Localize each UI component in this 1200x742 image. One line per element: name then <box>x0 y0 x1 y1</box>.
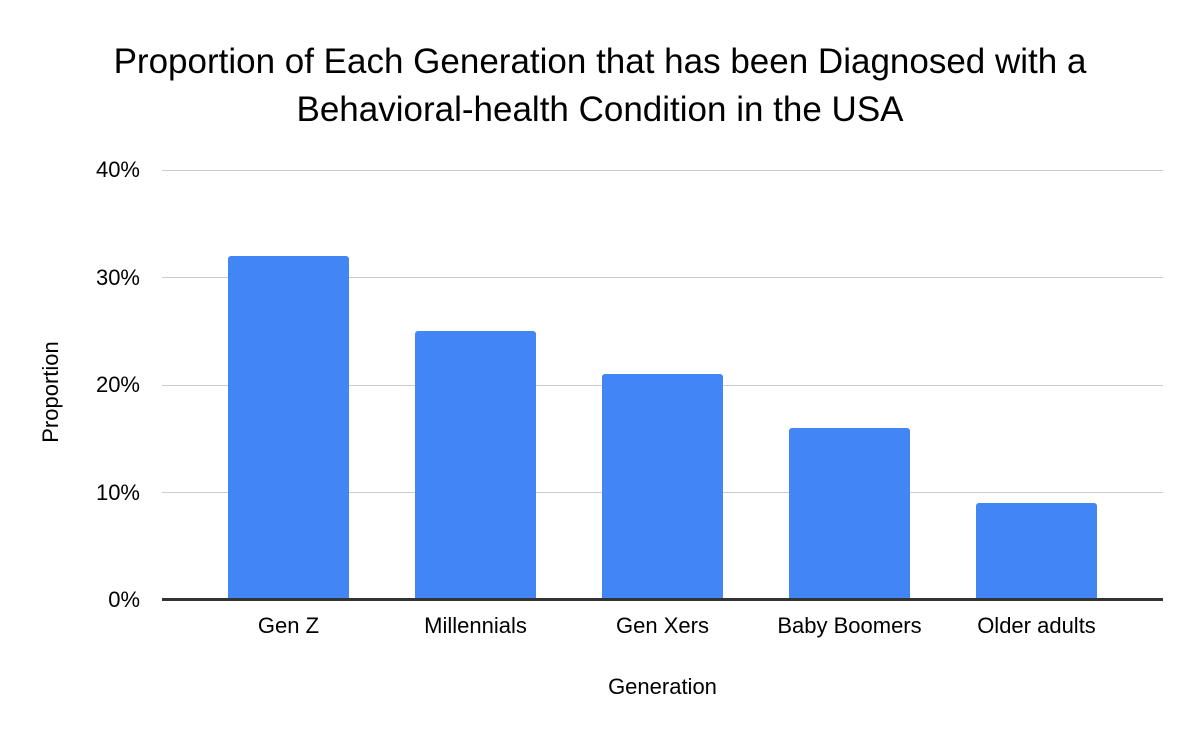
x-axis-title: Generation <box>608 674 717 699</box>
y-tick-label-20: 20% <box>95 372 140 397</box>
bar-slot-gen-xers <box>569 170 756 600</box>
x-tick-label-baby-boomers: Baby Boomers <box>777 613 922 638</box>
x-tick-label-older-adults: Older adults <box>977 613 1096 638</box>
bar-slot-millennials <box>382 170 569 600</box>
bar-baby-boomers <box>789 428 910 600</box>
y-tick-label-40: 40% <box>95 157 140 182</box>
x-axis-tick-labels: Gen Z Millennials Gen Xers Baby Boomers Olde… <box>162 612 1163 640</box>
bar-slot-gen-z <box>195 170 382 600</box>
bars-layer <box>162 170 1163 600</box>
plot-area: 0% 10% 20% 30% 40% <box>96 158 1163 612</box>
bar-slot-older-adults <box>943 170 1130 600</box>
x-tick-label-gen-xers: Gen Xers <box>616 613 709 638</box>
bar-older-adults <box>976 503 1097 600</box>
bar-gen-z <box>228 256 349 600</box>
bar-millennials <box>415 331 536 600</box>
bar-slot-baby-boomers <box>756 170 943 600</box>
bar-gen-xers <box>602 374 723 600</box>
y-tick-label-0: 0% <box>108 587 140 612</box>
y-tick-label-30: 30% <box>95 264 140 290</box>
gridline-30 <box>162 277 1163 278</box>
chart-title: Proportion of Each Generation that has b… <box>113 42 1087 129</box>
x-axis-line <box>162 598 1163 601</box>
gridline-40 <box>162 169 1163 171</box>
y-tick-label-10: 10% <box>95 479 140 505</box>
x-tick-label-millennials: Millennials <box>424 613 527 638</box>
x-tick-label-gen-z: Gen Z <box>257 613 320 638</box>
